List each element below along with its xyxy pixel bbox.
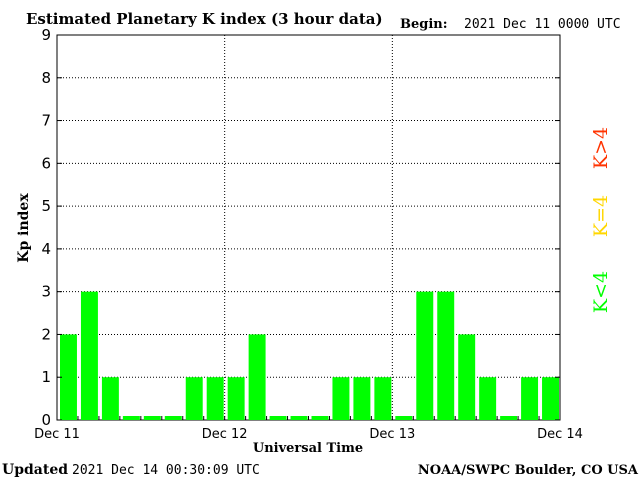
legend-k-less-4: K<4 xyxy=(590,271,612,313)
x-tick-label: Dec 13 xyxy=(369,427,415,442)
updated-label: Updated xyxy=(2,462,68,478)
legend-k-equal-4: K=4 xyxy=(590,195,612,237)
y-tick-label: 8 xyxy=(41,69,51,87)
kp-bar xyxy=(311,416,329,420)
kp-bar xyxy=(437,291,455,420)
y-tick-label: 0 xyxy=(41,411,51,429)
kp-bar xyxy=(458,334,476,420)
kp-bar xyxy=(353,377,371,420)
begin-label: Begin: xyxy=(400,17,448,32)
y-tick-label: 9 xyxy=(41,26,51,44)
kp-bar xyxy=(269,416,287,420)
bars-group xyxy=(60,291,559,420)
x-tick-label: Dec 11 xyxy=(34,427,80,442)
plot-area xyxy=(56,34,561,421)
kp-bar xyxy=(227,377,245,420)
kp-bar xyxy=(80,291,98,420)
kp-bar xyxy=(101,377,119,420)
x-tick-label: Dec 14 xyxy=(537,427,583,442)
kp-bar xyxy=(143,416,161,420)
updated-value: 2021 Dec 14 00:30:09 UTC xyxy=(72,463,260,478)
y-tick-label: 2 xyxy=(41,325,51,343)
kp-bar xyxy=(500,416,518,420)
kp-bar xyxy=(521,377,539,420)
legend-k-greater-4: K>4 xyxy=(590,127,612,169)
kp-bar xyxy=(206,377,224,420)
kp-bar xyxy=(290,416,308,420)
credit-text: NOAA/SWPC Boulder, CO USA xyxy=(418,463,639,478)
y-tick-label: 7 xyxy=(41,112,51,130)
kp-bar xyxy=(395,416,413,420)
kp-bar xyxy=(122,416,140,420)
grid-lines xyxy=(57,34,560,420)
y-tick-label: 1 xyxy=(41,368,51,386)
kp-bar xyxy=(416,291,434,420)
y-tick-label: 6 xyxy=(41,154,51,172)
begin-value: 2021 Dec 11 0000 UTC xyxy=(464,17,621,32)
y-axis-label: Kp index xyxy=(16,193,32,263)
kp-bar xyxy=(332,377,350,420)
kp-bar xyxy=(248,334,266,420)
kp-bar xyxy=(479,377,497,420)
kp-bar xyxy=(542,377,559,420)
y-axis-ticks: 0 1 2 3 4 5 6 7 8 9 xyxy=(41,26,560,429)
y-tick-label: 5 xyxy=(41,197,51,215)
y-tick-label: 3 xyxy=(41,283,51,301)
x-axis-label: Universal Time xyxy=(253,441,363,456)
kp-bar xyxy=(185,377,203,420)
kp-bar xyxy=(60,334,77,420)
kp-bar xyxy=(374,377,392,420)
y-tick-label: 4 xyxy=(41,240,51,258)
kp-bar xyxy=(164,416,182,420)
x-tick-label: Dec 12 xyxy=(202,427,248,442)
x-axis-ticks: Dec 11 Dec 12 Dec 13 Dec 14 xyxy=(34,416,583,442)
chart-title: Estimated Planetary K index (3 hour data… xyxy=(26,10,383,28)
